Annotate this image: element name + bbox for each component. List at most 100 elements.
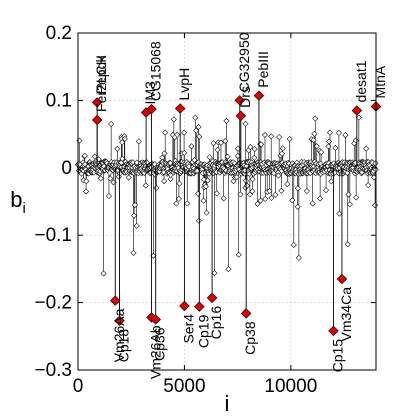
background-marker (365, 182, 372, 189)
label-lvph: LvpH (176, 68, 192, 101)
highlight-marker (336, 273, 348, 285)
highlight-marker (194, 301, 205, 312)
label-drs: Drs (237, 86, 253, 108)
background-marker (313, 143, 320, 150)
background-marker (279, 145, 286, 152)
background-marker (310, 137, 317, 144)
background-marker (318, 149, 325, 156)
background-marker (161, 178, 168, 185)
highlight-marker (351, 105, 363, 116)
background-marker (342, 132, 349, 139)
background-marker (186, 163, 192, 170)
background-marker (312, 115, 319, 122)
highlighted-series (91, 90, 382, 337)
background-marker (173, 200, 180, 207)
background-marker (327, 129, 333, 136)
label-desat1: desat1 (353, 60, 369, 102)
background-marker (83, 188, 90, 195)
background-marker (225, 266, 232, 273)
background-marker (309, 200, 316, 207)
background-marker (257, 197, 264, 204)
highlight-marker (91, 114, 103, 126)
background-marker (142, 182, 149, 189)
background-marker (261, 131, 268, 138)
label-cp18: Cp18 (116, 329, 132, 363)
label-pebiii: PebIII (255, 51, 271, 88)
background-marker (363, 145, 370, 152)
background-marker (278, 187, 285, 194)
background-marker (352, 137, 359, 144)
x-axis: 0 5000 10000 (73, 33, 317, 397)
y-axis-title-main: b (10, 187, 22, 212)
background-marker (181, 129, 188, 136)
background-marker (233, 174, 240, 181)
background-marker (336, 210, 343, 217)
background-marker (332, 144, 339, 151)
background-marker (217, 139, 224, 146)
y-tick-label: 0.2 (46, 23, 72, 44)
label-vm26ab: Vm26Ab (147, 325, 163, 379)
background-marker (170, 116, 177, 123)
background-marker (279, 150, 285, 157)
y-tick-label: −0.2 (34, 293, 72, 314)
background-marker (345, 191, 352, 198)
background-marker (251, 154, 258, 161)
background-marker (176, 180, 183, 187)
background-marker (254, 200, 261, 207)
background-marker (286, 136, 293, 142)
x-tick-label: 0 (73, 376, 84, 397)
highlight-marker (179, 300, 190, 312)
background-marker (311, 130, 318, 137)
background-marker (200, 197, 207, 204)
background-marker (224, 153, 231, 160)
background-marker (133, 222, 140, 229)
highlight-marker (253, 90, 265, 101)
background-marker (247, 144, 254, 151)
background-marker (272, 191, 279, 198)
background-marker (100, 270, 107, 277)
background-marker (344, 241, 351, 248)
label-cg32950: CG32950 (236, 32, 252, 92)
label-vm26aa: Vm26Aa (111, 308, 127, 362)
y-axis: −0.3 −0.2 −0.1 0 0.1 0.2 (34, 23, 376, 381)
background-markers (75, 114, 379, 277)
background-marker (372, 160, 379, 167)
background-marker (213, 190, 220, 197)
background-marker (107, 175, 114, 182)
highlight-marker (235, 110, 247, 122)
label-fer2lch: Fer2LCH (93, 55, 109, 112)
background-marker (353, 194, 360, 201)
background-marker (290, 241, 297, 248)
background-marker (121, 135, 128, 142)
background-marker (108, 120, 115, 127)
background-marker (249, 188, 256, 195)
background-marker (153, 184, 160, 191)
label-mtna: MtnA (372, 65, 388, 98)
background-marker (206, 154, 213, 161)
background-marker (235, 251, 242, 258)
background-marker (258, 141, 265, 148)
label-cp38: Cp38 (242, 321, 258, 355)
background-marker (326, 138, 333, 145)
background-marker (249, 176, 256, 183)
background-marker (162, 129, 169, 136)
background-marker (268, 133, 275, 140)
background-marker (174, 131, 181, 138)
background-marker (135, 138, 142, 145)
background-marker (294, 203, 301, 210)
background-marker (119, 139, 126, 146)
background-marker (223, 117, 230, 124)
background-marker (125, 174, 132, 181)
label-cp16: Cp16 (208, 306, 224, 340)
background-marker (323, 187, 330, 194)
label-vm34ca: Vm34Ca (338, 287, 354, 342)
background-marker (251, 146, 258, 153)
background-marker (276, 134, 283, 141)
highlight-marker (174, 103, 186, 114)
background-marker (289, 197, 296, 204)
y-axis-title: bi (10, 187, 26, 217)
background-marker (237, 191, 244, 198)
label-cp15: Cp15 (329, 339, 345, 373)
